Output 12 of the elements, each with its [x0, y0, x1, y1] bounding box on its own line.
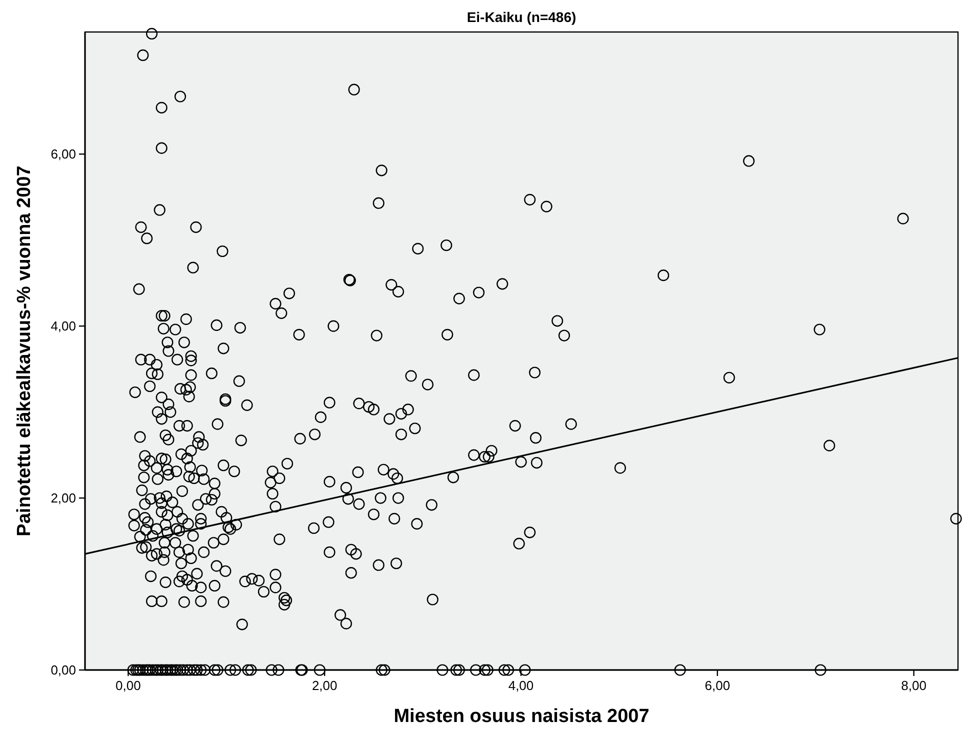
chart-title: Ei-Kaiku (n=486): [466, 9, 576, 25]
x-tick-label: 8,00: [901, 678, 926, 693]
y-tick-label: 4,00: [50, 318, 76, 334]
x-tick-label: 6,00: [704, 678, 730, 693]
x-axis-title: Miesten osuus naisista 2007: [394, 706, 650, 727]
x-tick-label: 4,00: [508, 678, 534, 693]
y-tick-label: 6,00: [50, 146, 76, 162]
y-tick-label: 2,00: [50, 490, 76, 506]
x-tick-label: 2,00: [312, 678, 338, 693]
x-tick-label: 0,00: [116, 678, 141, 693]
y-tick-label: 0,00: [50, 662, 76, 678]
y-axis-title: Painotettu eläkealkavuus-% vuonna 2007: [14, 166, 35, 536]
